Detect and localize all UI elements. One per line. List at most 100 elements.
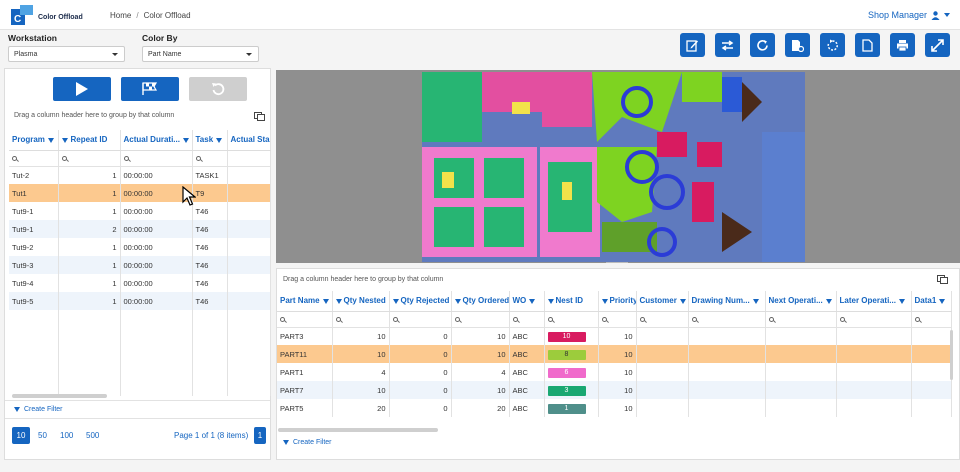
rejected-cell: 0 bbox=[389, 399, 452, 417]
finish-button[interactable] bbox=[121, 77, 179, 101]
play-button[interactable] bbox=[53, 77, 111, 101]
filter-cell[interactable] bbox=[636, 311, 689, 328]
filter-icon[interactable] bbox=[454, 298, 461, 304]
filter-cell[interactable] bbox=[389, 311, 452, 328]
filter-icon[interactable] bbox=[679, 298, 686, 304]
filter-cell[interactable] bbox=[451, 311, 510, 328]
print-button[interactable] bbox=[890, 33, 915, 57]
filter-cell[interactable] bbox=[544, 311, 599, 328]
refresh-button[interactable] bbox=[750, 33, 775, 57]
col-data1[interactable]: Data1 bbox=[911, 291, 952, 312]
col-next-operation[interactable]: Next Operati... bbox=[765, 291, 837, 312]
search-icon bbox=[12, 155, 17, 161]
filter-cell[interactable] bbox=[227, 150, 271, 167]
col-priority[interactable]: Priority bbox=[598, 291, 637, 312]
filter-cell[interactable] bbox=[598, 311, 637, 328]
nest-cell: 1 bbox=[544, 399, 599, 417]
table-row[interactable]: PART7 10 0 10 ABC 3 10 bbox=[277, 381, 952, 399]
search-icon bbox=[61, 155, 67, 161]
right-create-filter[interactable]: Create Filter bbox=[283, 439, 332, 446]
col-wo[interactable]: WO bbox=[509, 291, 545, 312]
part-settings-button[interactable] bbox=[785, 33, 810, 57]
rotate-button[interactable] bbox=[820, 33, 845, 57]
nest-id-badge: 10 bbox=[547, 331, 586, 342]
filter-icon[interactable] bbox=[601, 298, 608, 304]
filter-icon[interactable] bbox=[529, 298, 536, 304]
page-size-100[interactable]: 100 bbox=[60, 431, 74, 440]
table-row[interactable]: Tut-2 1 00:00:00 TASK1 bbox=[9, 166, 271, 184]
fullscreen-button[interactable] bbox=[925, 33, 950, 57]
col-actual-start[interactable]: Actual Start T bbox=[227, 130, 271, 151]
workstation-select[interactable]: Plasma bbox=[8, 46, 125, 62]
filter-icon[interactable] bbox=[752, 298, 759, 304]
filter-cell[interactable] bbox=[58, 150, 121, 167]
filter-icon[interactable] bbox=[216, 137, 223, 143]
table-row[interactable]: Tut9-1 2 00:00:00 T46 bbox=[9, 220, 271, 238]
filter-icon[interactable] bbox=[322, 298, 329, 304]
page-size-10[interactable]: 10 bbox=[12, 427, 30, 444]
col-repeat-id[interactable]: Repeat ID bbox=[58, 130, 121, 151]
splitter-handle[interactable] bbox=[606, 262, 628, 263]
col-customer[interactable]: Customer bbox=[636, 291, 689, 312]
page-size-50[interactable]: 50 bbox=[38, 431, 47, 440]
col-task[interactable]: Task bbox=[192, 130, 228, 151]
left-create-filter[interactable]: Create Filter bbox=[14, 406, 63, 413]
document-button[interactable] bbox=[855, 33, 880, 57]
col-qty-nested[interactable]: Qty Nested bbox=[332, 291, 390, 312]
col-program[interactable]: Program bbox=[9, 130, 59, 151]
breadcrumb-home[interactable]: Home bbox=[110, 11, 132, 20]
filter-icon[interactable] bbox=[61, 137, 68, 143]
filter-cell[interactable] bbox=[911, 311, 952, 328]
colorby-select[interactable]: Part Name bbox=[142, 46, 259, 62]
filter-cell[interactable] bbox=[688, 311, 766, 328]
right-vertical-scrollbar[interactable] bbox=[950, 330, 953, 380]
filter-icon[interactable] bbox=[939, 298, 946, 304]
page-1-button[interactable]: 1 bbox=[254, 427, 266, 444]
user-menu[interactable]: Shop Manager bbox=[868, 10, 950, 20]
table-row[interactable]: PART5 20 0 20 ABC 1 10 bbox=[277, 399, 952, 417]
table-row[interactable]: Tut1 1 00:00:00 T9 bbox=[9, 184, 271, 202]
filter-icon[interactable] bbox=[392, 298, 399, 304]
swap-button[interactable] bbox=[715, 33, 740, 57]
right-horizontal-scrollbar[interactable] bbox=[278, 428, 438, 432]
app-logo[interactable]: C bbox=[11, 5, 33, 25]
table-row[interactable]: PART3 10 0 10 ABC 10 10 bbox=[277, 327, 952, 345]
page-size-500[interactable]: 500 bbox=[86, 431, 100, 440]
table-row[interactable]: Tut9-4 1 00:00:00 T46 bbox=[9, 274, 271, 292]
col-qty-ordered[interactable]: Qty Ordered bbox=[451, 291, 510, 312]
chevron-down-icon bbox=[112, 53, 118, 56]
filter-icon[interactable] bbox=[182, 137, 189, 143]
column-chooser-icon[interactable] bbox=[937, 275, 948, 284]
col-later-operation[interactable]: Later Operati... bbox=[836, 291, 912, 312]
filter-icon[interactable] bbox=[898, 298, 905, 304]
filter-cell[interactable] bbox=[120, 150, 193, 167]
col-qty-rejected[interactable]: Qty Rejected bbox=[389, 291, 452, 312]
filter-icon[interactable] bbox=[825, 298, 832, 304]
undo-button[interactable] bbox=[189, 77, 247, 101]
filter-cell[interactable] bbox=[509, 311, 545, 328]
col-nest-id[interactable]: Nest ID bbox=[544, 291, 599, 312]
table-row[interactable]: Tut9-3 1 00:00:00 T46 bbox=[9, 256, 271, 274]
filter-cell[interactable] bbox=[332, 311, 390, 328]
table-row[interactable]: Tut9-2 1 00:00:00 T46 bbox=[9, 238, 271, 256]
filter-cell[interactable] bbox=[765, 311, 837, 328]
column-chooser-icon[interactable] bbox=[254, 112, 265, 121]
filter-cell[interactable] bbox=[9, 150, 59, 167]
program-filter-row bbox=[9, 150, 271, 167]
left-horizontal-scrollbar[interactable] bbox=[12, 394, 107, 398]
filter-cell[interactable] bbox=[192, 150, 228, 167]
table-row[interactable]: Tut9-1 1 00:00:00 T46 bbox=[9, 202, 271, 220]
table-row[interactable]: PART1 4 0 4 ABC 6 10 bbox=[277, 363, 952, 381]
col-drawing-number[interactable]: Drawing Num... bbox=[688, 291, 766, 312]
nest-viewer[interactable] bbox=[276, 70, 960, 263]
filter-cell[interactable] bbox=[277, 311, 333, 328]
filter-cell[interactable] bbox=[836, 311, 912, 328]
filter-icon[interactable] bbox=[335, 298, 342, 304]
table-row[interactable]: Tut9-5 1 00:00:00 T46 bbox=[9, 292, 271, 310]
filter-icon[interactable] bbox=[547, 298, 554, 304]
col-actual-duration[interactable]: Actual Durati... bbox=[120, 130, 193, 151]
col-part-name[interactable]: Part Name bbox=[277, 291, 333, 312]
filter-icon[interactable] bbox=[47, 137, 54, 143]
edit-button[interactable] bbox=[680, 33, 705, 57]
table-row[interactable]: PART11 10 0 10 ABC 8 10 bbox=[277, 345, 952, 363]
